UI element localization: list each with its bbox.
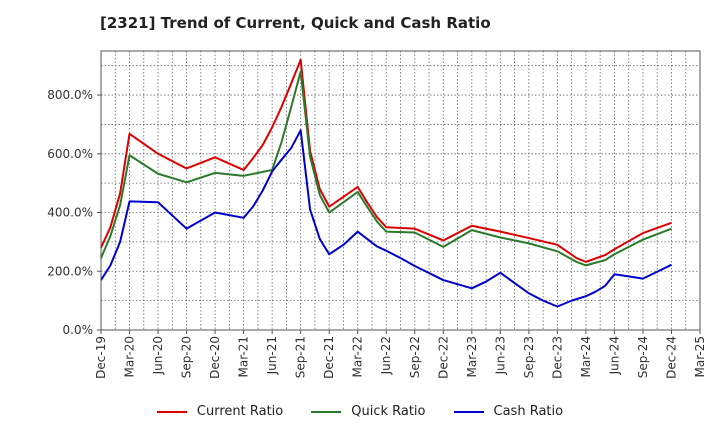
legend-label-current-ratio: Current Ratio [196, 404, 284, 419]
x-tick-label: Jun-20 [151, 336, 165, 375]
x-tick-label: Dec-20 [208, 336, 222, 379]
legend-label-quick-ratio: Quick Ratio [351, 404, 426, 419]
y-tick-label: 400.0% [47, 206, 93, 220]
x-tick-label: Sep-24 [636, 336, 650, 378]
x-tick-label: Mar-22 [351, 336, 365, 377]
legend-swatch-current-ratio [156, 410, 187, 413]
x-tick-label: Mar-25 [693, 336, 707, 377]
x-tick-label: Dec-19 [94, 336, 108, 379]
series-line-cash-ratio [100, 129, 672, 308]
x-tick-label: Jun-21 [265, 336, 279, 375]
x-tick-label: Dec-24 [664, 336, 678, 379]
x-tick-label: Dec-21 [322, 336, 336, 379]
legend: Current Ratio Quick Ratio Cash Ratio [0, 404, 720, 419]
legend-item-current-ratio: Current Ratio [156, 404, 284, 419]
legend-item-quick-ratio: Quick Ratio [311, 404, 426, 419]
x-tick-label: Sep-20 [180, 336, 194, 378]
x-tick-label: Jun-24 [607, 336, 621, 375]
plot-frame [100, 50, 701, 331]
x-tick-label: Sep-21 [294, 336, 308, 378]
series-line-current-ratio [100, 58, 672, 263]
chart-title: [2321] Trend of Current, Quick and Cash … [100, 14, 491, 32]
y-tick-label: 200.0% [47, 264, 93, 278]
legend-swatch-quick-ratio [311, 410, 342, 413]
x-tick-label: Sep-23 [522, 336, 536, 378]
legend-label-cash-ratio: Cash Ratio [493, 404, 564, 419]
x-tick-label: Jun-23 [493, 336, 507, 375]
y-tick-label: 0.0% [63, 323, 94, 337]
x-tick-label: Dec-22 [436, 336, 450, 379]
x-tick-label: Mar-21 [237, 336, 251, 377]
x-tick-label: Mar-24 [579, 336, 593, 377]
x-tick-label: Jun-22 [379, 336, 393, 375]
x-tick-label: Sep-22 [408, 336, 422, 378]
x-tick-label: Mar-23 [465, 336, 479, 377]
x-tick-label: Mar-20 [123, 336, 137, 377]
legend-item-cash-ratio: Cash Ratio [453, 404, 564, 419]
series-line-quick-ratio [100, 70, 672, 267]
y-tick-label: 600.0% [47, 147, 93, 161]
y-tick-label: 800.0% [47, 88, 93, 102]
x-tick-label: Dec-23 [550, 336, 564, 379]
legend-swatch-cash-ratio [453, 410, 484, 413]
